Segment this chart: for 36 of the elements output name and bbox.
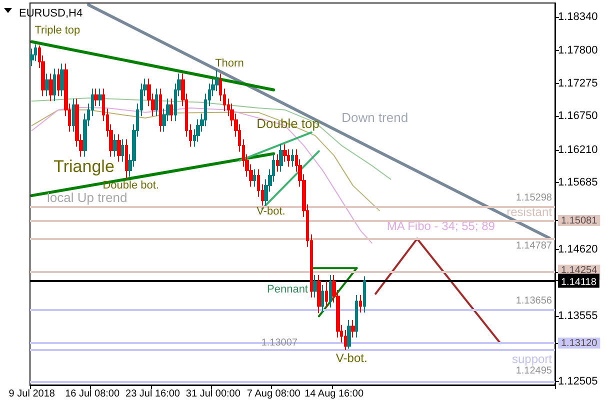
x-tick-label: 16 Jul 08:00	[65, 388, 120, 400]
annotation: Down trend	[342, 110, 408, 125]
y-tick-label: 1.14254	[561, 265, 598, 276]
y-tick-label: 1.17800	[558, 44, 598, 57]
x-tick-label: 14 Aug 16:00	[304, 388, 364, 400]
annotation: Thorn	[215, 58, 244, 70]
y-tick-label: 1.15685	[558, 176, 598, 189]
annotation: support	[512, 352, 553, 366]
annotation: 1.13656	[516, 296, 552, 306]
annotation: 1.12495	[516, 366, 552, 376]
y-tick-label: 1.15081	[561, 216, 598, 227]
annotation: Double bot.	[102, 180, 159, 192]
y-tick-label: 1.18340	[558, 10, 598, 23]
x-tick-label: 7 Aug 08:00	[246, 388, 301, 400]
y-tick-label: 1.14118	[561, 277, 597, 288]
annotation: MA Fibo - 34; 55; 89	[386, 219, 496, 233]
y-tick-label: 1.13120	[561, 338, 598, 350]
annotation: 1.13007	[261, 338, 298, 349]
annotation: Triangle	[54, 157, 114, 176]
y-tick-label: 1.14620	[558, 243, 598, 256]
x-tick-label: 31 Jul 00:00	[186, 388, 241, 400]
x-tick-label: 23 Jul 16:00	[126, 388, 180, 400]
annotation: V-bot.	[256, 206, 286, 218]
y-tick-label: 1.16750	[558, 110, 598, 122]
annotation: Triple top	[34, 24, 80, 36]
annotation: resistant	[506, 205, 553, 219]
annotation: Pennant	[267, 284, 308, 296]
annotation: V-bot.	[336, 351, 368, 366]
y-tick-label: 1.17275	[558, 77, 598, 90]
x-tick-label: 9 Jul 2018	[8, 388, 56, 400]
y-tick-label: 1.12505	[558, 376, 598, 388]
y-tick-label: 1.16210	[558, 144, 598, 156]
annotation: 1.15298	[516, 192, 552, 204]
annotation: local Up trend	[46, 190, 128, 205]
annotation: 1.14787	[516, 240, 552, 252]
y-tick-label: 1.13555	[558, 310, 598, 322]
